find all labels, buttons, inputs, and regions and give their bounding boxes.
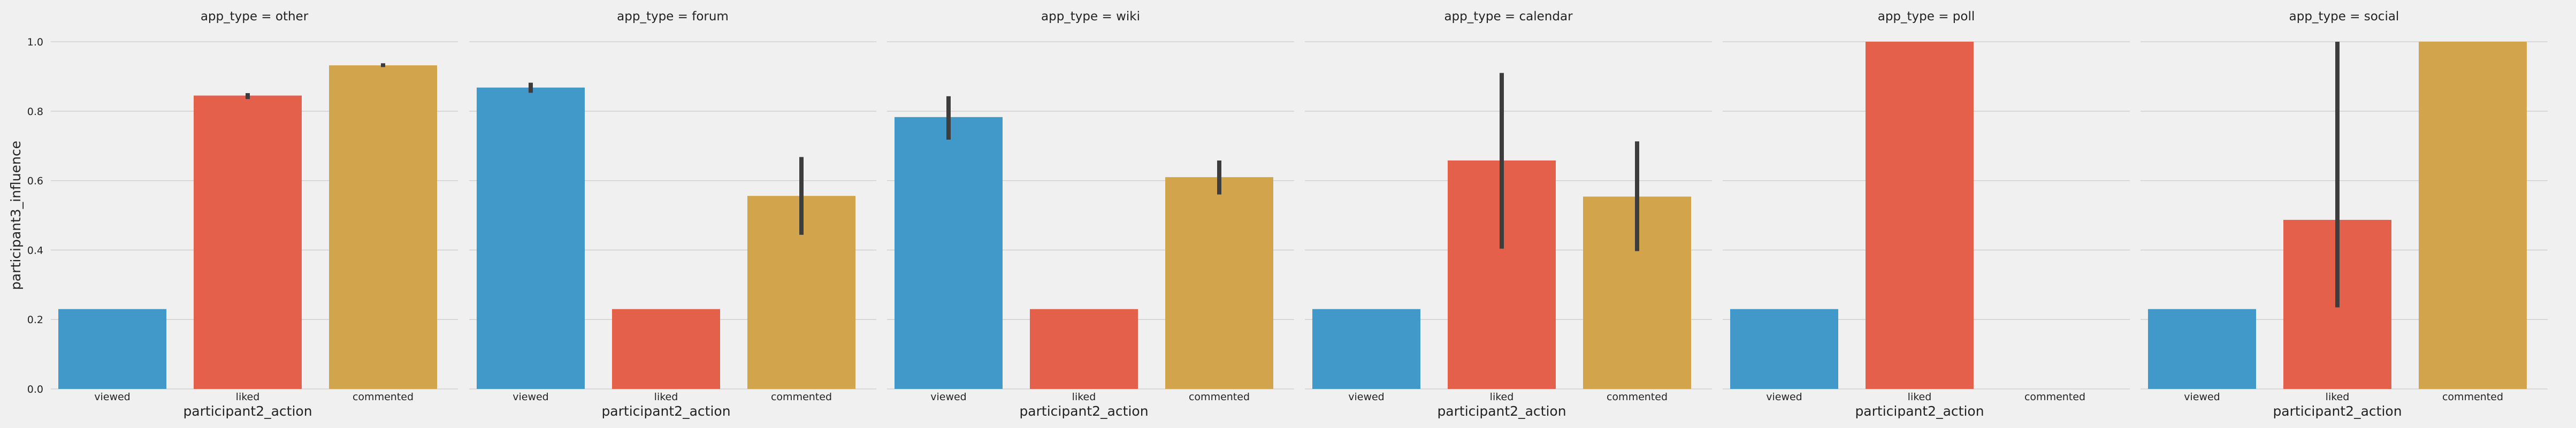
bar-viewed xyxy=(477,87,585,389)
x-tick-label: viewed xyxy=(513,391,549,403)
y-tick-label: 0.6 xyxy=(27,175,43,187)
x-tick-label: commented xyxy=(353,391,414,403)
panel-title: app_type = calendar xyxy=(1444,10,1573,24)
x-tick-label: liked xyxy=(1490,391,1514,403)
panel-title: app_type = social xyxy=(2289,10,2399,24)
y-tick-label: 1.0 xyxy=(27,36,43,48)
panel-title: app_type = other xyxy=(201,10,309,24)
x-tick-label: liked xyxy=(654,391,678,403)
bar-liked xyxy=(1866,42,1974,389)
panel-title: app_type = forum xyxy=(617,10,729,24)
bar-viewed xyxy=(1730,309,1838,389)
x-tick-label: commented xyxy=(771,391,832,403)
x-tick-label: viewed xyxy=(1766,391,1802,403)
x-tick-label: liked xyxy=(1072,391,1096,403)
bar-commented xyxy=(2419,42,2527,389)
bar-viewed xyxy=(58,309,166,389)
bar-liked xyxy=(194,95,302,389)
x-axis-label: participant2_action xyxy=(1437,403,1566,419)
facet-panel: app_type = social viewed liked commented par… xyxy=(2141,10,2548,419)
x-tick-label: viewed xyxy=(930,391,967,403)
panel-title: app_type = poll xyxy=(1878,10,1975,24)
bar-viewed xyxy=(895,117,1003,389)
y-tick-label: 0.2 xyxy=(27,314,43,326)
bar-viewed xyxy=(1312,309,1420,389)
x-tick-label: viewed xyxy=(1348,391,1385,403)
x-tick-label: viewed xyxy=(94,391,131,403)
y-tick-label: 0.4 xyxy=(27,244,43,256)
x-tick-label: liked xyxy=(2326,391,2350,403)
bar-liked xyxy=(612,309,720,389)
bar-liked xyxy=(1030,309,1138,389)
facet-panel: app_type = calendar viewed liked commented p… xyxy=(1305,10,1712,419)
x-tick-label: commented xyxy=(1607,391,1668,403)
y-tick-label: 0.0 xyxy=(27,384,43,395)
bar-commented xyxy=(329,65,437,389)
facet-panel: app_type = other viewed liked commented part… xyxy=(51,10,458,419)
y-axis-label: participant3_influence xyxy=(8,141,24,290)
y-tick-label: 0.8 xyxy=(27,106,43,118)
x-tick-label: liked xyxy=(236,391,260,403)
x-tick-label: commented xyxy=(2442,391,2503,403)
x-axis-label: participant2_action xyxy=(1019,403,1148,419)
x-axis-label: participant2_action xyxy=(2273,403,2402,419)
panel-title: app_type = wiki xyxy=(1041,10,1140,24)
x-axis-label: participant2_action xyxy=(601,403,730,419)
x-tick-label: liked xyxy=(1908,391,1932,403)
x-tick-label: commented xyxy=(1189,391,1250,403)
x-axis-label: participant2_action xyxy=(1855,403,1984,419)
facet-panel: app_type = wiki viewed liked commented parti… xyxy=(887,10,1294,419)
x-axis-label: participant2_action xyxy=(183,403,312,419)
x-tick-label: commented xyxy=(2024,391,2085,403)
bar-commented xyxy=(1165,177,1273,389)
facet-panel: app_type = forum viewed liked commented part… xyxy=(469,10,876,419)
bar-viewed xyxy=(2148,309,2256,389)
x-tick-label: viewed xyxy=(2184,391,2220,403)
facet-panel: app_type = poll viewed liked commented parti… xyxy=(1723,10,2130,419)
